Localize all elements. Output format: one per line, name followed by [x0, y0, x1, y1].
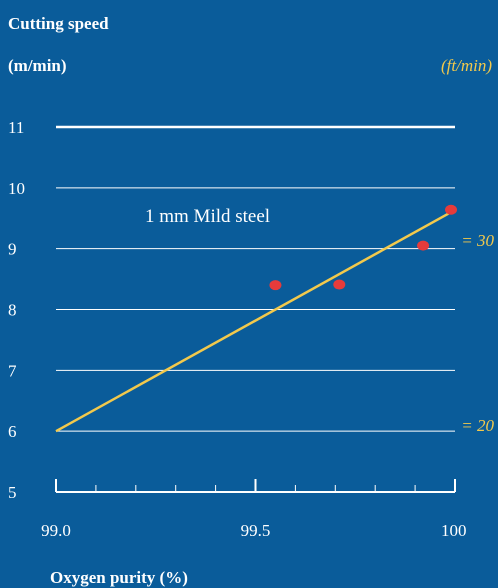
y-tick-label: 6: [8, 422, 17, 441]
data-point: [269, 280, 282, 291]
y-right-tick-label: = 30: [461, 231, 494, 250]
x-tick-label: 100: [441, 521, 467, 540]
trend-line-group: [55, 211, 452, 433]
gridlines: [56, 125, 455, 432]
x-axis-ticks: 99.0 99.5 100: [41, 521, 466, 540]
y-tick-label: 9: [8, 240, 17, 259]
trend-line: [55, 211, 452, 433]
y-axis-right-ticks: = 30 = 20: [461, 231, 494, 435]
x-axis: [55, 479, 456, 493]
data-points: [269, 204, 458, 291]
y-tick-label: 11: [8, 118, 24, 137]
y-axis-label: (m/min): [8, 56, 67, 75]
y-axis-ticks: 5 6 7 8 9 10 11: [8, 118, 25, 502]
y-tick-label: 10: [8, 179, 25, 198]
x-tick-label: 99.5: [241, 521, 271, 540]
y-tick-label: 5: [8, 483, 17, 502]
x-tick-label: 99.0: [41, 521, 71, 540]
x-axis-label: Oxygen purity (%): [50, 568, 188, 587]
chart-title: Cutting speed: [8, 14, 109, 33]
data-point: [417, 240, 430, 251]
data-point: [445, 204, 458, 215]
series-annotation: 1 mm Mild steel: [145, 206, 270, 227]
y-axis-right-label: (ft/min): [441, 56, 492, 75]
y-right-tick-label: = 20: [461, 416, 494, 435]
y-tick-label: 8: [8, 301, 17, 320]
y-tick-label: 7: [8, 361, 17, 380]
data-point: [333, 279, 346, 290]
